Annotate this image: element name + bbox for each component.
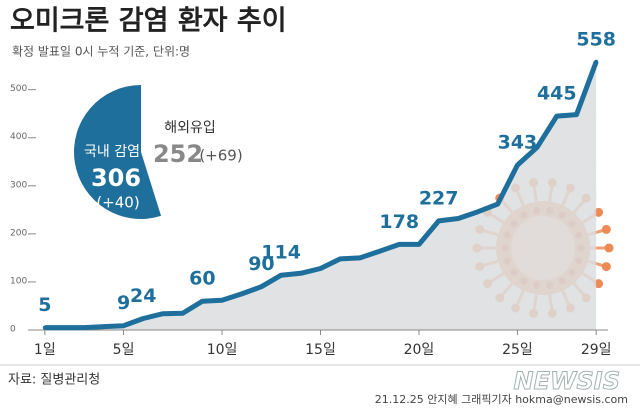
x-tick-label: 1일 — [34, 342, 56, 358]
virus-spike-tip — [604, 243, 614, 253]
chart-subtitle: 확정 발표일 0시 누적 기준, 단위:명 — [12, 45, 190, 59]
y-tick-label: 300 — [10, 180, 27, 190]
point — [535, 145, 540, 150]
pie-chart: 국내 감염 306 (+40) 해외유입 252(+69) — [73, 85, 243, 219]
plot: 0 100 200 300 400 500 1일 5일 10일 15일 20일 25일 29일 5 9 24 6… — [10, 28, 616, 358]
point — [279, 273, 284, 278]
y-tick-label: 500 — [10, 84, 27, 94]
pie-value: 252 — [153, 140, 203, 168]
point — [594, 59, 599, 64]
y-tick-label: 0 — [10, 325, 16, 335]
point — [416, 242, 421, 247]
point — [298, 271, 303, 276]
point — [318, 266, 323, 271]
point — [239, 291, 244, 296]
point — [121, 323, 126, 328]
x-tick-label: 5일 — [113, 342, 135, 358]
pie-label: 국내 감염 — [84, 144, 140, 160]
pie-slice — [141, 85, 208, 216]
point — [220, 298, 225, 303]
value-label: 445 — [537, 83, 577, 105]
point — [515, 163, 520, 168]
value-label: 178 — [379, 211, 419, 233]
virus-spike-tip — [601, 224, 611, 234]
x-tick-label: 15일 — [305, 342, 336, 358]
y-tick-label: 100 — [10, 276, 27, 286]
point — [259, 284, 264, 289]
value-label: 227 — [419, 187, 459, 209]
point — [357, 255, 362, 260]
y-tick-label: 200 — [10, 228, 27, 238]
value-label: 558 — [576, 28, 616, 50]
point — [141, 316, 146, 321]
value-label: 114 — [261, 242, 301, 264]
value-label: 9 — [117, 292, 130, 314]
credit: 21.12.25 안지혜 그래픽기자 hokma@newsis.com — [375, 393, 628, 406]
watermark: NEWSIS — [514, 367, 620, 395]
point — [495, 202, 500, 207]
pie-value: 306 — [91, 164, 141, 192]
x-tick-label: 20일 — [404, 342, 435, 358]
point — [82, 325, 87, 330]
value-label: 5 — [38, 294, 51, 316]
source: 자료: 질병관리청 — [8, 373, 100, 388]
point — [42, 325, 47, 330]
x-tick-label: 29일 — [581, 342, 612, 358]
x-tick-label: 10일 — [207, 342, 238, 358]
value-label: 90 — [248, 253, 274, 275]
virus-spike-tip — [601, 262, 611, 272]
pie-change: (+40) — [96, 194, 139, 212]
virus-spike-tip — [594, 207, 604, 217]
x-tick-label: 25일 — [502, 342, 533, 358]
point — [62, 325, 67, 330]
chart-title: 오미크론 감염 환자 추이 — [10, 6, 287, 37]
pie-change: (+69) — [199, 147, 242, 165]
point — [101, 324, 106, 329]
point — [574, 112, 579, 117]
value-label: 60 — [189, 268, 215, 290]
value-label: 343 — [498, 132, 538, 154]
pie-slice — [73, 85, 162, 219]
value-label: 24 — [130, 285, 156, 307]
point — [160, 311, 165, 316]
point — [338, 256, 343, 261]
point — [554, 114, 559, 119]
point — [397, 242, 402, 247]
point — [200, 299, 205, 304]
point — [436, 218, 441, 223]
point — [456, 216, 461, 221]
area — [44, 61, 597, 331]
virus-spike-tip — [594, 279, 604, 289]
y-tick-label: 400 — [10, 132, 27, 142]
pie-label: 해외유입 — [164, 120, 216, 136]
point — [377, 249, 382, 254]
point — [476, 209, 481, 214]
point — [180, 311, 185, 316]
